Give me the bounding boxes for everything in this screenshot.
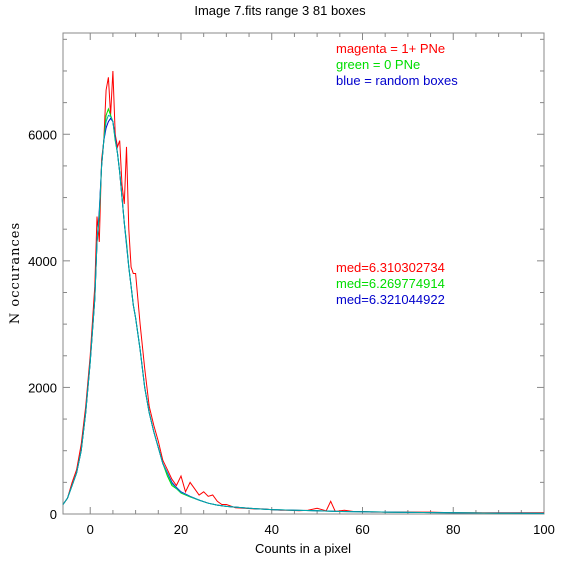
legend-entry: blue = random boxes	[336, 73, 458, 88]
chart-title: Image 7.fits range 3 81 boxes	[194, 3, 366, 18]
x-tick-label: 20	[174, 522, 188, 537]
series-line-4	[62, 114, 545, 514]
x-tick-label: 80	[446, 522, 460, 537]
median-annotation: med=6.310302734	[336, 260, 445, 275]
y-tick-label: 2000	[28, 380, 57, 395]
x-axis-ticks: 0 20 40 60 80 100	[87, 33, 555, 537]
plot-frame	[62, 32, 545, 515]
legend-entry: magenta = 1+ PNe	[336, 41, 445, 56]
y-tick-label: 4000	[28, 254, 57, 269]
median-annotation: med=6.269774914	[336, 276, 445, 291]
median-annotation: med=6.321044922	[336, 292, 445, 307]
x-tick-label: 100	[533, 522, 555, 537]
y-tick-label: 0	[50, 507, 57, 522]
x-tick-label: 0	[87, 522, 94, 537]
series-line-2	[62, 107, 545, 514]
y-axis-ticks: 0 2000 4000 6000	[28, 38, 544, 522]
x-tick-label: 60	[355, 522, 369, 537]
x-axis-label: Counts in a pixel	[255, 541, 351, 556]
median-annotations: med=6.310302734med=6.269774914med=6.3210…	[336, 260, 445, 307]
y-axis-label: N occurances	[8, 222, 23, 324]
legend-entry: green = 0 PNe	[336, 57, 420, 72]
x-tick-label: 40	[265, 522, 279, 537]
series-line-1	[62, 70, 544, 514]
y-tick-label: 6000	[28, 127, 57, 142]
data-series	[62, 70, 545, 514]
